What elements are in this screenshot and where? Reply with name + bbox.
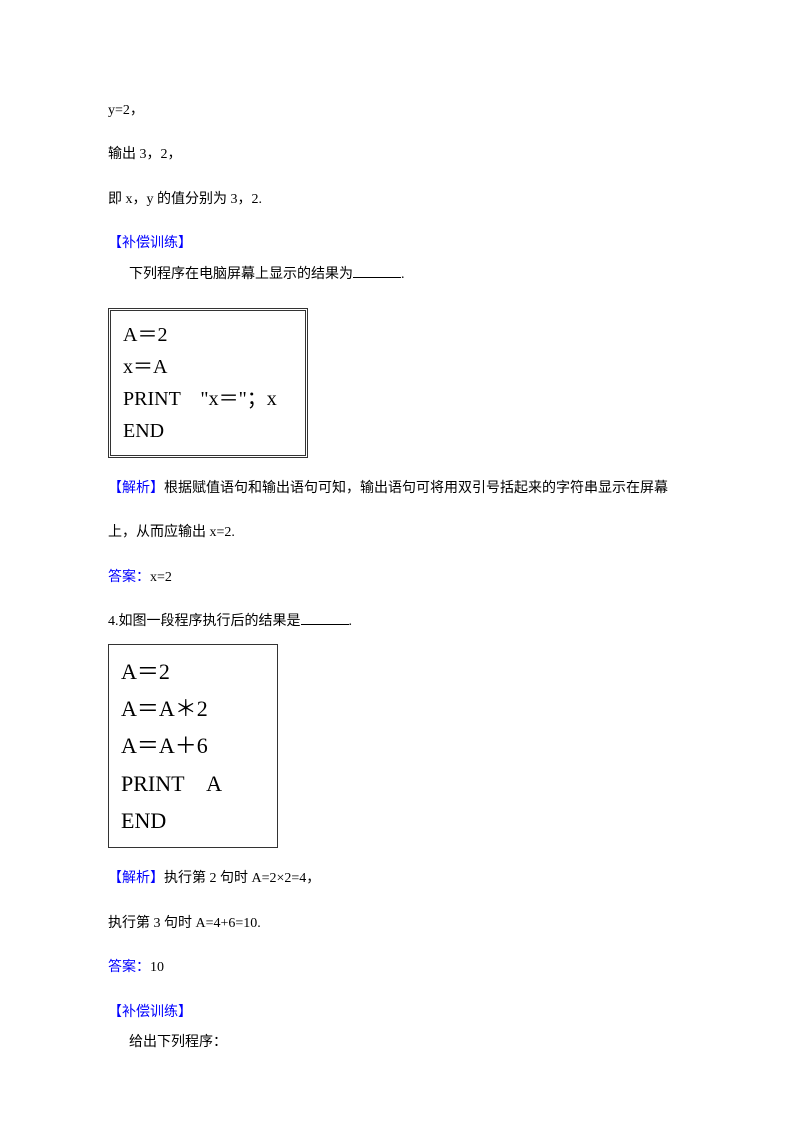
code2-line5: END bbox=[121, 802, 265, 839]
paragraph-y: y=2， bbox=[108, 100, 686, 122]
question-3: 给出下列程序： bbox=[108, 1032, 686, 1054]
question-1-text: 下列程序在电脑屏幕上显示的结果为 bbox=[129, 267, 353, 282]
question-1: 下列程序在电脑屏幕上显示的结果为. bbox=[108, 264, 686, 286]
code2-line2: A＝A＊2 bbox=[121, 690, 265, 727]
answer-1-label: 答案： bbox=[108, 570, 150, 585]
analysis-1-line1: 【解析】根据赋值语句和输出语句可知，输出语句可将用双引号括起来的字符串显示在屏幕 bbox=[108, 478, 686, 500]
code2-line3: A＝A＋6 bbox=[121, 727, 265, 764]
code2-line1: A＝2 bbox=[121, 653, 265, 690]
answer-1-value: x=2 bbox=[150, 570, 172, 585]
code2-line4: PRINT A bbox=[121, 765, 265, 802]
analysis-2-line1: 【解析】执行第 2 句时 A=2×2=4， bbox=[108, 868, 686, 890]
analysis-1-label: 【解析】 bbox=[108, 481, 164, 496]
analysis-2-text: 执行第 2 句时 A=2×2=4， bbox=[164, 871, 320, 886]
question-2-text: 4.如图一段程序执行后的结果是 bbox=[108, 614, 301, 629]
answer-1: 答案：x=2 bbox=[108, 567, 686, 589]
blank-2 bbox=[301, 611, 349, 625]
section-title-supplement-1: 【补偿训练】 bbox=[108, 233, 686, 255]
code1-line4: END bbox=[123, 415, 293, 447]
analysis-2-label: 【解析】 bbox=[108, 871, 164, 886]
code-block-2: A＝2 A＝A＊2 A＝A＋6 PRINT A END bbox=[108, 644, 278, 849]
code-block-1: A＝2 x＝A PRINT "x＝"；x END bbox=[108, 308, 308, 458]
analysis-1-line2: 上，从而应输出 x=2. bbox=[108, 522, 686, 544]
blank-1 bbox=[353, 264, 401, 278]
analysis-1-text1: 根据赋值语句和输出语句可知，输出语句可将用双引号括起来的字符串显示在屏幕 bbox=[164, 481, 668, 496]
answer-2: 答案：10 bbox=[108, 957, 686, 979]
paragraph-output: 输出 3，2， bbox=[108, 144, 686, 166]
question-1-period: . bbox=[401, 267, 405, 282]
paragraph-xy: 即 x，y 的值分别为 3，2. bbox=[108, 189, 686, 211]
code1-line2: x＝A bbox=[123, 351, 293, 383]
question-2-period: . bbox=[349, 614, 353, 629]
section-title-supplement-2: 【补偿训练】 bbox=[108, 1002, 686, 1024]
code1-line1: A＝2 bbox=[123, 319, 293, 351]
answer-2-value: 10 bbox=[150, 960, 164, 975]
answer-2-label: 答案： bbox=[108, 960, 150, 975]
question-2: 4.如图一段程序执行后的结果是. bbox=[108, 611, 686, 633]
analysis-2-line2: 执行第 3 句时 A=4+6=10. bbox=[108, 913, 686, 935]
code1-line3: PRINT "x＝"；x bbox=[123, 383, 293, 415]
